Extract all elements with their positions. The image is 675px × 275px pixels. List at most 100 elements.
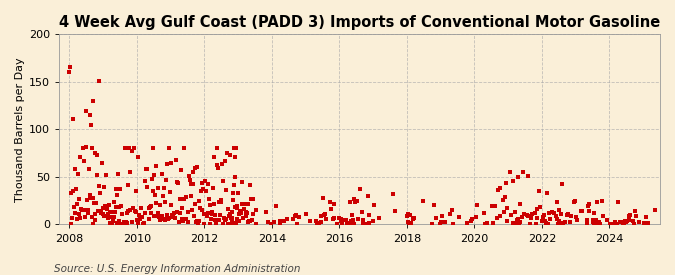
Point <box>68 188 78 193</box>
Point <box>328 202 339 206</box>
Point <box>348 221 359 226</box>
Point <box>620 220 631 224</box>
Point <box>201 189 212 193</box>
Point <box>205 203 215 207</box>
Point <box>188 170 198 175</box>
Point <box>554 220 564 224</box>
Point <box>229 221 240 225</box>
Point <box>470 215 481 219</box>
Point <box>352 199 362 203</box>
Point <box>597 199 608 204</box>
Point <box>167 213 178 217</box>
Point <box>178 197 189 201</box>
Point <box>147 189 158 193</box>
Point <box>121 221 132 226</box>
Point <box>157 171 167 176</box>
Point <box>346 222 357 226</box>
Point <box>140 210 151 215</box>
Point <box>526 211 537 216</box>
Point <box>481 221 492 225</box>
Point <box>227 216 238 220</box>
Point <box>124 146 134 150</box>
Point <box>508 221 518 225</box>
Point <box>130 209 140 214</box>
Point <box>583 204 593 208</box>
Point <box>292 222 302 226</box>
Point <box>581 221 592 226</box>
Point <box>102 207 113 211</box>
Point <box>107 221 117 226</box>
Point <box>246 197 256 202</box>
Point <box>512 217 522 222</box>
Point <box>169 211 180 216</box>
Point <box>183 219 194 224</box>
Point <box>406 221 417 225</box>
Point <box>169 216 180 221</box>
Point <box>619 220 630 225</box>
Point <box>531 216 542 221</box>
Point <box>192 164 202 169</box>
Point <box>624 214 634 218</box>
Point <box>73 197 84 202</box>
Point <box>67 215 78 220</box>
Point <box>71 217 82 222</box>
Point <box>75 155 86 159</box>
Point <box>405 213 416 218</box>
Point <box>133 221 144 225</box>
Point <box>271 204 281 209</box>
Point <box>168 214 179 219</box>
Point <box>552 217 563 221</box>
Point <box>153 186 163 191</box>
Point <box>171 210 182 214</box>
Point <box>310 219 321 223</box>
Point <box>251 221 262 226</box>
Point <box>86 215 97 219</box>
Point <box>97 161 107 165</box>
Point <box>70 211 80 215</box>
Point <box>530 211 541 215</box>
Point <box>514 222 524 226</box>
Point <box>227 219 238 224</box>
Point <box>66 191 77 195</box>
Point <box>488 221 499 225</box>
Point <box>356 209 367 214</box>
Point <box>78 158 89 163</box>
Point <box>591 218 602 222</box>
Point <box>568 200 579 204</box>
Point <box>524 222 535 227</box>
Point <box>250 208 261 213</box>
Point <box>212 146 223 150</box>
Point <box>553 222 564 226</box>
Point <box>543 211 554 215</box>
Point <box>170 216 181 220</box>
Point <box>88 98 99 103</box>
Point <box>108 214 119 219</box>
Point <box>203 181 214 186</box>
Point <box>358 221 369 226</box>
Point <box>167 215 178 219</box>
Point <box>184 174 194 178</box>
Point <box>248 197 259 201</box>
Point <box>497 197 508 202</box>
Point <box>523 214 534 218</box>
Point <box>211 163 222 167</box>
Point <box>180 217 191 221</box>
Point <box>80 214 90 219</box>
Point <box>479 222 490 226</box>
Point <box>107 218 118 223</box>
Point <box>232 218 243 223</box>
Point <box>214 218 225 222</box>
Point <box>570 199 580 203</box>
Point <box>148 146 159 150</box>
Point <box>202 210 213 215</box>
Point <box>618 222 628 227</box>
Point <box>466 219 477 224</box>
Point <box>369 203 380 207</box>
Point <box>209 202 219 206</box>
Point <box>628 219 639 224</box>
Point <box>232 216 243 221</box>
Point <box>426 221 437 226</box>
Point <box>72 172 83 176</box>
Point <box>242 211 252 215</box>
Point <box>538 214 549 219</box>
